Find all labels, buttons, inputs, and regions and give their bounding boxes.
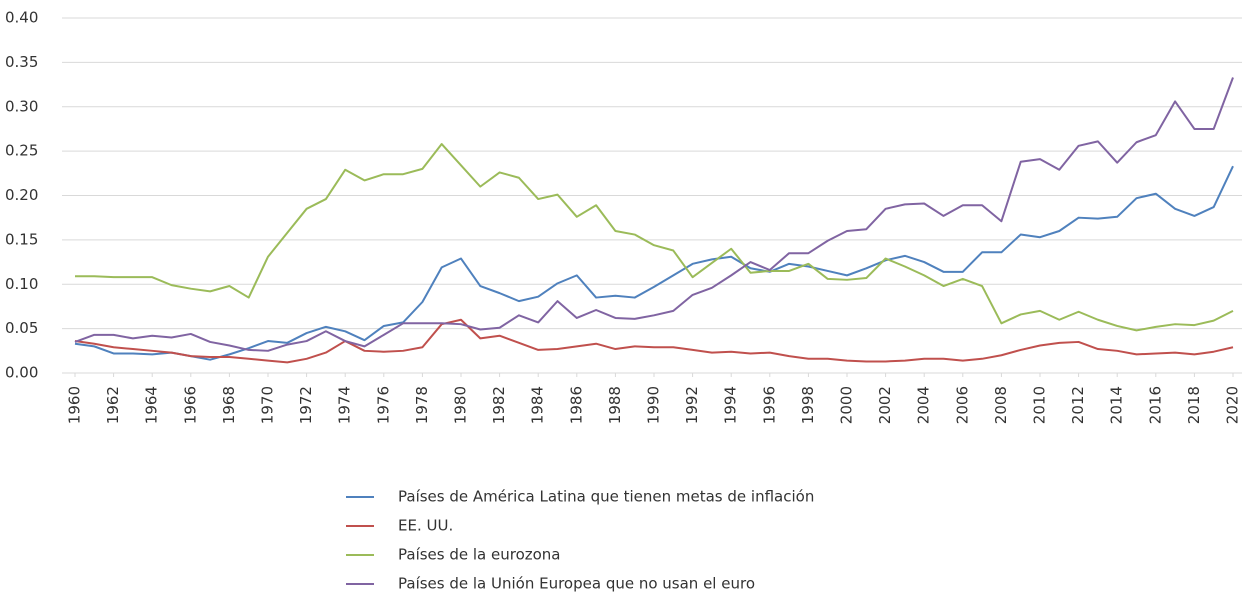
series-line <box>74 77 1234 352</box>
x-tick-label: 1990 <box>645 386 663 424</box>
x-tick-label: 2016 <box>1146 386 1164 424</box>
y-tick-label: 0.25 <box>5 142 38 160</box>
series-line <box>74 318 1234 364</box>
x-tick-label: 2008 <box>992 386 1010 424</box>
x-tick-label: 2004 <box>915 386 933 424</box>
y-tick-label: 0.05 <box>5 319 38 337</box>
x-tick-label: 1974 <box>336 386 354 424</box>
x-tick-label: 1984 <box>529 386 547 424</box>
x-tick-label: 2012 <box>1069 386 1087 424</box>
y-tick-label: 0.00 <box>5 364 38 382</box>
series-line <box>75 143 1234 332</box>
x-tick-label: 1980 <box>452 386 470 424</box>
x-tick-label: 1970 <box>259 386 277 424</box>
y-tick-label: 0.40 <box>5 9 38 27</box>
x-tick-label: 2014 <box>1108 386 1126 424</box>
x-tick-label: 2010 <box>1031 386 1049 424</box>
x-tick-label: 1972 <box>297 386 315 424</box>
x-tick-label: 1960 <box>66 386 84 424</box>
legend-label: Países de la Unión Europea que no usan e… <box>398 575 755 593</box>
x-tick-label: 1996 <box>760 386 778 424</box>
x-tick-label: 1998 <box>799 386 817 424</box>
x-tick-label: 1994 <box>722 386 740 424</box>
x-tick-label: 1988 <box>606 386 624 424</box>
x-tick-label: 2018 <box>1185 386 1203 424</box>
y-tick-label: 0.10 <box>5 275 38 293</box>
x-tick-label: 2006 <box>953 386 971 424</box>
x-tick-label: 1982 <box>490 386 508 424</box>
x-tick-label: 1992 <box>683 386 701 424</box>
y-tick-label: 0.30 <box>5 97 38 115</box>
x-tick-label: 2020 <box>1224 386 1242 424</box>
x-tick-label: 1978 <box>413 386 431 424</box>
x-tick-label: 1964 <box>143 386 161 424</box>
y-tick-label: 0.20 <box>5 186 38 204</box>
y-tick-label: 0.35 <box>5 53 38 71</box>
legend-label: EE. UU. <box>398 517 453 535</box>
legend-label: Países de América Latina que tienen meta… <box>398 488 814 506</box>
x-tick-label: 2000 <box>838 386 856 424</box>
x-tick-label: 1966 <box>181 386 199 424</box>
x-tick-label: 1962 <box>104 386 122 424</box>
series-line <box>74 165 1234 361</box>
x-tick-label: 1968 <box>220 386 238 424</box>
x-tick-label: 1976 <box>374 386 392 424</box>
x-tick-label: 1986 <box>567 386 585 424</box>
legend-label: Países de la eurozona <box>398 546 561 564</box>
x-tick-label: 2002 <box>876 386 894 424</box>
y-tick-label: 0.15 <box>5 230 38 248</box>
